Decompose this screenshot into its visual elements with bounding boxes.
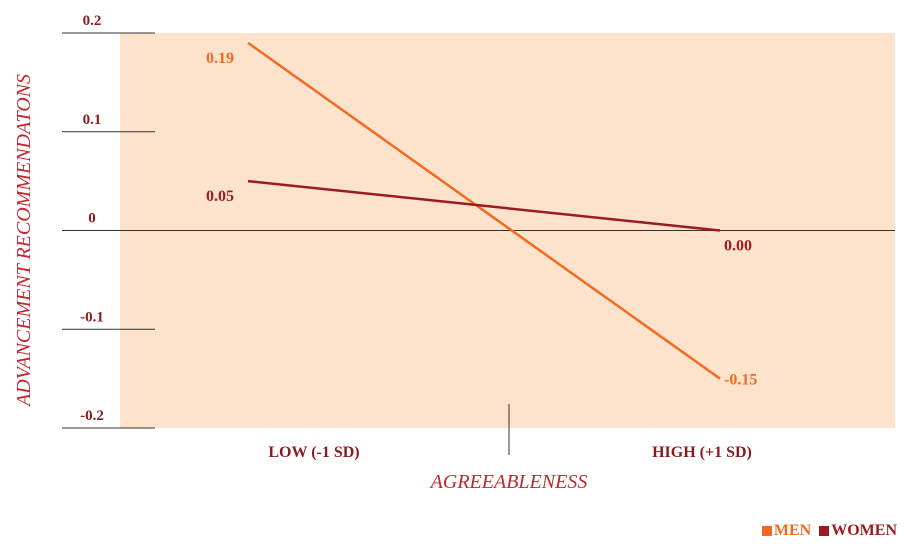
y-tick-label: 0.2: [83, 13, 102, 29]
legend-swatch-men: [761, 526, 772, 536]
x-axis-title: AGREEABLENESS: [429, 471, 588, 493]
y-tick-label: -0.1: [80, 309, 104, 325]
data-label-women: 0.00: [724, 238, 752, 255]
legend-label-women: WOMEN: [831, 522, 897, 539]
data-label-women: 0.05: [206, 188, 234, 205]
x-category-label: LOW (-1 SD): [268, 444, 359, 461]
legend-item-men: MEN: [761, 522, 812, 540]
y-tick-label: 0: [88, 211, 96, 227]
data-label-men: 0.19: [206, 50, 234, 67]
legend: MEN WOMEN: [761, 522, 897, 540]
data-label-men: -0.15: [724, 372, 757, 389]
series-line-women: [247, 179, 721, 232]
y-tick-label: 0.1: [83, 112, 102, 128]
y-axis-title: ADVANCEMENT RECOMMENDATONS: [13, 74, 35, 408]
y-tick-label: -0.2: [80, 408, 104, 424]
legend-label-men: MEN: [773, 522, 812, 539]
legend-item-women: WOMEN: [819, 522, 897, 540]
x-category-label: HIGH (+1 SD): [652, 444, 752, 461]
series-line-men: [247, 41, 721, 380]
legend-swatch-women: [819, 526, 830, 536]
